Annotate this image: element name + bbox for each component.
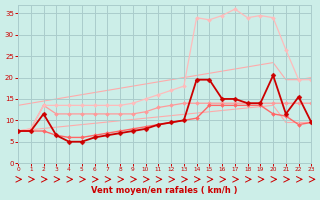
X-axis label: Vent moyen/en rafales ( km/h ): Vent moyen/en rafales ( km/h ) <box>92 186 238 195</box>
